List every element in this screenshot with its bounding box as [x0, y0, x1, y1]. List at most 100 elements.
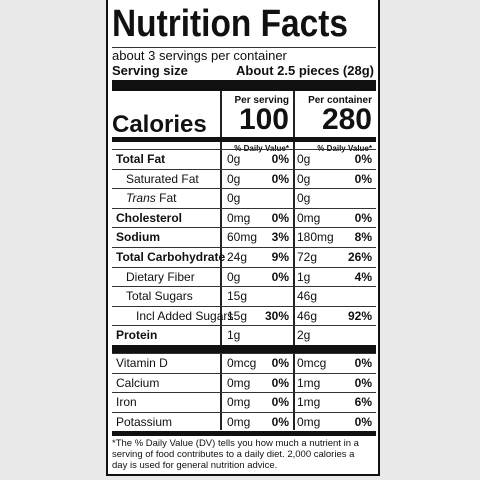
name: Potassium — [116, 414, 173, 429]
thick-bar — [112, 137, 376, 142]
calories-serving: 100 — [238, 103, 289, 136]
daily-value: 26% — [347, 250, 372, 264]
amount: 0mg — [297, 414, 321, 429]
amount: 15g — [227, 308, 248, 323]
amount: 1g — [297, 269, 311, 284]
name: Incl Added Sugars — [136, 308, 234, 323]
name: Total Carbohydrate — [116, 250, 226, 264]
daily-value: 0% — [271, 210, 289, 225]
rule — [112, 266, 376, 268]
footnote: *The % Daily Value (DV) tells you how mu… — [112, 438, 359, 471]
daily-value: 8% — [354, 230, 372, 245]
daily-value: 0% — [354, 414, 372, 429]
thick-bar — [112, 80, 376, 91]
amount: 0g — [297, 152, 311, 166]
daily-value: 0% — [354, 152, 372, 166]
nutrient-name: Total Carbohydrate — [116, 250, 225, 264]
thick-bar — [112, 431, 376, 436]
amount: 0mcg — [297, 356, 327, 370]
amount: 0mg — [297, 210, 321, 225]
amount: 0g — [227, 269, 241, 284]
amount: 1mg — [297, 375, 321, 390]
amount: 0mg — [227, 395, 251, 410]
rule — [112, 325, 376, 327]
amount: 0mg — [227, 414, 251, 429]
name: Saturated Fat — [126, 171, 199, 186]
name: Calcium — [116, 375, 160, 390]
name: Cholesterol — [116, 210, 183, 225]
name: Vitamin D — [116, 356, 168, 370]
amount: 1g — [227, 328, 241, 343]
rule — [112, 286, 376, 288]
name: Iron — [116, 395, 137, 410]
daily-value: 0% — [354, 171, 372, 186]
daily-value: 92% — [347, 308, 372, 323]
amount: 0mg — [227, 210, 251, 225]
daily-value: 3% — [271, 230, 289, 245]
name: Protein — [116, 328, 158, 343]
column-divider — [220, 91, 222, 430]
dv-header: % Daily Value* — [317, 142, 372, 156]
title: Nutrition Facts — [112, 3, 348, 45]
name: Total Fat — [116, 152, 166, 166]
nutrient-name: Incl Added Sugars — [136, 309, 233, 323]
nutrient-name: Protein — [116, 328, 157, 342]
amount: 46g — [297, 289, 318, 304]
nutrient-name: Saturated Fat — [126, 172, 199, 186]
serving-size-label: Serving size — [112, 63, 188, 78]
amount: 46g — [297, 308, 318, 323]
nutrient-name: Sodium — [116, 230, 160, 244]
nutrient-name: Potassium — [116, 415, 172, 429]
amount: 180mg — [297, 230, 334, 245]
amount: 1mg — [297, 395, 321, 410]
name-prefix: Trans — [126, 191, 156, 206]
column-divider — [293, 91, 295, 430]
amount: 2g — [297, 328, 311, 343]
name: Total Sugars — [126, 289, 193, 304]
daily-value: 0% — [271, 356, 289, 370]
calories-label: Calories — [112, 111, 207, 138]
per-serving: Per serving — [234, 95, 289, 106]
per-container: Per container — [308, 95, 372, 106]
nutrient-name: Total Sugars — [126, 289, 193, 303]
rule — [112, 227, 376, 229]
amount: 0g — [227, 191, 241, 206]
nutrient-name: Dietary Fiber — [126, 270, 195, 284]
rule — [112, 305, 376, 307]
nutrient-name: Vitamin D — [116, 356, 168, 370]
amount: 60mg — [227, 230, 258, 245]
rule — [112, 168, 376, 170]
daily-value: 0% — [271, 171, 289, 186]
calories-container: 280 — [321, 103, 372, 136]
daily-value: 0% — [271, 152, 289, 166]
name: Sodium — [116, 230, 160, 245]
amount: 0g — [227, 152, 241, 166]
amount: 0g — [297, 191, 311, 206]
nutrient-name: Calcium — [116, 376, 159, 390]
amount: 0g — [297, 171, 311, 186]
daily-value: 0% — [271, 269, 289, 284]
daily-value: 0% — [271, 375, 289, 390]
dv-header: % Daily Value* — [234, 142, 289, 156]
daily-value: 6% — [354, 395, 372, 410]
daily-value: 0% — [271, 395, 289, 410]
amount: 24g — [227, 250, 248, 264]
rule — [112, 149, 376, 150]
daily-value: 0% — [271, 414, 289, 429]
daily-value: 4% — [354, 269, 372, 284]
amount: 72g — [297, 250, 318, 264]
nutrient-name: Cholesterol — [116, 211, 182, 225]
serving-size-value: About 2.5 pieces (28g) — [236, 63, 374, 78]
rule — [112, 353, 376, 354]
label — [106, 0, 380, 476]
rule — [112, 247, 376, 248]
name: Fat — [159, 191, 177, 206]
rule — [112, 392, 376, 394]
amount: 0mcg — [227, 356, 257, 370]
daily-value: 30% — [264, 308, 289, 323]
daily-value: 0% — [354, 210, 372, 225]
thick-bar — [112, 345, 376, 354]
rule — [112, 47, 376, 48]
amount: 0g — [227, 171, 241, 186]
